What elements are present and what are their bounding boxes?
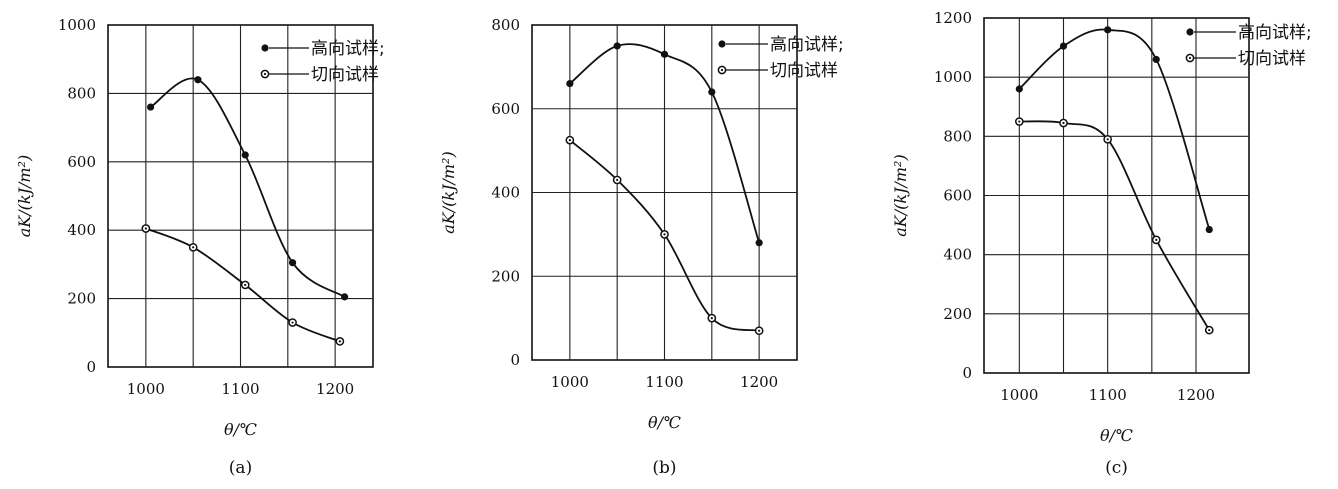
data-point-center xyxy=(710,317,713,320)
data-point xyxy=(1104,26,1112,34)
x-tick-label: 1200 xyxy=(740,373,778,391)
data-point xyxy=(1205,225,1213,234)
data-point xyxy=(755,239,763,247)
y-tick-label: 600 xyxy=(67,153,96,171)
legend-marker xyxy=(1186,28,1194,36)
data-point xyxy=(1015,85,1023,93)
data-point xyxy=(660,50,669,58)
data-point-center xyxy=(338,340,341,343)
x-axis-title: θ/℃ xyxy=(1100,426,1133,445)
y-tick-label: 600 xyxy=(491,100,520,118)
data-point xyxy=(194,76,202,84)
legend-marker-center xyxy=(1188,56,1192,60)
x-tick-label: 1200 xyxy=(1177,386,1215,404)
data-point xyxy=(708,88,716,96)
data-point-center xyxy=(758,329,761,332)
y-tick-label: 200 xyxy=(67,290,96,308)
y-axis-title: aK/(kJ/m²) xyxy=(891,154,910,236)
data-point xyxy=(146,103,155,111)
data-point xyxy=(241,151,249,159)
legend-marker xyxy=(718,40,726,48)
y-tick-label: 200 xyxy=(943,305,972,323)
data-point-center xyxy=(192,246,195,249)
data-point xyxy=(341,293,349,301)
legend-marker-center xyxy=(720,68,724,72)
x-tick-label: 1200 xyxy=(316,380,354,398)
data-point xyxy=(1152,55,1160,64)
y-tick-label: 1200 xyxy=(934,9,972,27)
y-tick-label: 0 xyxy=(510,351,520,369)
y-tick-label: 400 xyxy=(67,221,96,239)
y-tick-label: 800 xyxy=(491,16,520,34)
chart-caption: (b) xyxy=(652,458,676,478)
data-point-center xyxy=(616,178,619,182)
data-point-center xyxy=(568,139,571,142)
y-tick-label: 400 xyxy=(943,246,972,264)
y-tick-label: 800 xyxy=(943,127,972,145)
y-tick-label: 400 xyxy=(491,184,520,202)
chart-a: 0 200 400 600 800 1000 1000 1100 1200 θ/℃ aK/(kJ/m… xyxy=(15,16,385,478)
legend-marker-center xyxy=(263,72,267,76)
chart-caption: (c) xyxy=(1105,458,1128,478)
legend-label: 切向试样 xyxy=(770,61,838,81)
data-point xyxy=(288,259,297,267)
series-line-1 xyxy=(1018,28,1211,230)
data-point-center xyxy=(291,321,294,324)
data-point-center xyxy=(1106,138,1109,141)
x-tick-label: 1000 xyxy=(127,380,165,398)
data-point xyxy=(1059,42,1068,50)
x-tick-label: 1100 xyxy=(1089,386,1127,404)
y-tick-label: 200 xyxy=(491,267,520,285)
x-axis-title: θ/℃ xyxy=(648,413,681,432)
legend-label: 切向试样 xyxy=(311,65,379,85)
data-point xyxy=(566,80,574,88)
y-axis-title: aK/(kJ/m²) xyxy=(439,151,458,233)
y-tick-label: 0 xyxy=(86,358,96,376)
legend-label: 高向试样; xyxy=(311,39,385,59)
y-tick-label: 1000 xyxy=(58,16,96,34)
y-tick-label: 800 xyxy=(67,84,96,102)
series-line-1 xyxy=(150,77,346,298)
series-line-2 xyxy=(1019,120,1211,331)
x-axis-title: θ/℃ xyxy=(224,420,257,439)
y-tick-label: 600 xyxy=(943,187,972,205)
data-point-center xyxy=(1208,329,1211,332)
x-tick-label: 1000 xyxy=(551,373,589,391)
y-tick-label: 0 xyxy=(962,364,972,382)
chart-caption: (a) xyxy=(229,458,252,478)
x-tick-label: 1000 xyxy=(1000,386,1038,404)
x-tick-label: 1100 xyxy=(221,380,259,398)
data-point-center xyxy=(244,283,247,287)
series-line-1 xyxy=(569,43,760,244)
data-point-center xyxy=(1155,238,1158,241)
y-axis-title: aK/(kJ/m²) xyxy=(15,155,34,237)
data-point-center xyxy=(144,227,147,230)
data-point xyxy=(613,42,621,50)
legend-marker xyxy=(261,44,269,52)
chart-b: 0 200 400 600 800 1000 1100 1200 θ/℃ aK/(kJ/m²) (b… xyxy=(439,16,844,478)
legend-label: 高向试样; xyxy=(1238,23,1312,43)
y-tick-label: 1000 xyxy=(934,68,972,86)
x-tick-label: 1100 xyxy=(645,373,683,391)
data-point-center xyxy=(1062,121,1065,125)
data-point-center xyxy=(663,233,666,236)
data-point-center xyxy=(1018,120,1021,123)
legend-label: 切向试样 xyxy=(1238,49,1306,69)
chart-c: 0 200 400 600 800 1000 1200 1000 1100 1200 θ/℃ aK/(… xyxy=(891,9,1312,478)
legend-label: 高向试样; xyxy=(770,35,844,55)
